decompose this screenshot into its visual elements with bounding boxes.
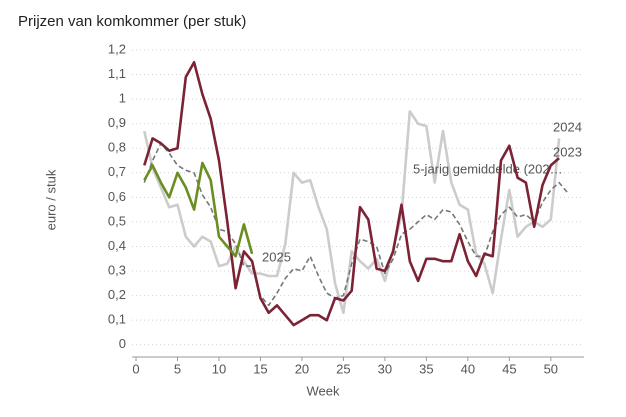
x-tick-label: 0 <box>132 361 139 376</box>
y-tick-label: 0,3 <box>108 262 126 277</box>
y-tick-label: 1 <box>119 91 126 106</box>
y-axis-label: euro / stuk <box>43 169 58 230</box>
series-label: 2025 <box>262 249 291 264</box>
y-tick-label: 1,2 <box>108 41 126 56</box>
x-axis-label: Week <box>307 383 340 398</box>
x-tick-label: 30 <box>378 361 392 376</box>
y-tick-label: 0,1 <box>108 312 126 327</box>
y-tick-label: 0 <box>119 336 126 351</box>
y-tick-label: 0,2 <box>108 287 126 302</box>
y-tick-label: 0,8 <box>108 140 126 155</box>
series-label: 2024 <box>553 119 582 134</box>
series-label: 2023 <box>553 144 582 159</box>
y-tick-label: 0,9 <box>108 115 126 130</box>
y-tick-label: 0,7 <box>108 164 126 179</box>
series-label: 5-jarig gemiddelde (202… <box>413 161 563 176</box>
y-tick-label: 1,1 <box>108 66 126 81</box>
series-line <box>143 161 254 258</box>
x-tick-label: 10 <box>212 361 226 376</box>
x-tick-label: 5 <box>174 361 181 376</box>
y-tick-label: 0,4 <box>108 238 126 253</box>
x-tick-label: 40 <box>461 361 475 376</box>
x-tick-label: 25 <box>336 361 350 376</box>
y-tick-label: 0,6 <box>108 189 126 204</box>
x-tick-label: 20 <box>295 361 309 376</box>
series-line <box>143 110 561 315</box>
x-tick-label: 45 <box>502 361 516 376</box>
chart-title: Prijzen van komkommer (per stuk) <box>18 13 246 30</box>
x-tick-label: 50 <box>544 361 558 376</box>
x-tick-label: 15 <box>253 361 267 376</box>
series-line <box>143 61 560 327</box>
y-tick-label: 0,5 <box>108 213 126 228</box>
x-tick-label: 35 <box>419 361 433 376</box>
